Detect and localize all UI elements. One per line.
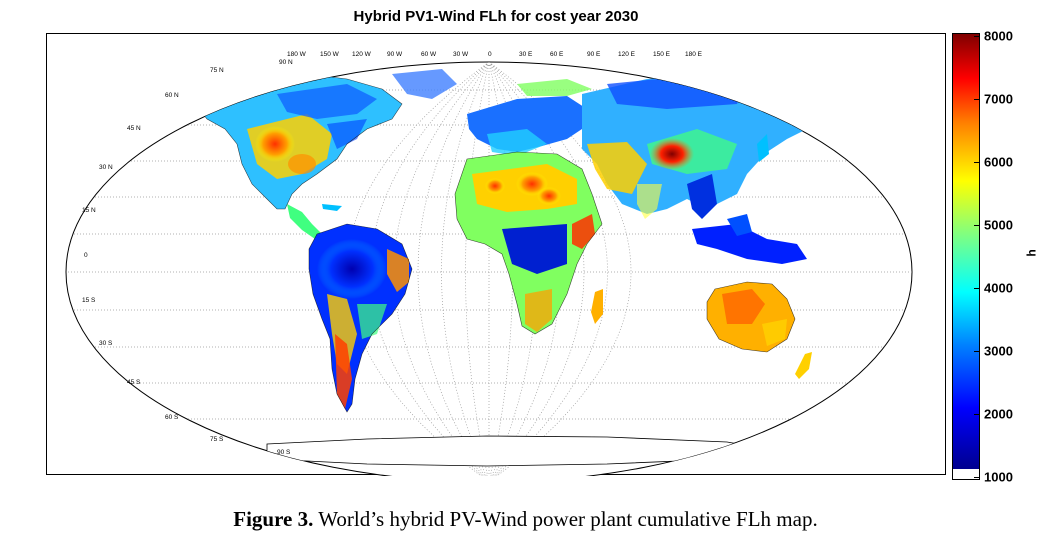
colorbar-tick-mark [974, 162, 980, 163]
colorbar-tick-label: 8000 [984, 28, 1013, 44]
colorbar-tick-label: 3000 [984, 343, 1013, 359]
figure-caption: Figure 3. World’s hybrid PV-Wind power p… [0, 507, 1051, 532]
colorbar-tick-mark [974, 414, 980, 415]
colorbar-tick-mark [974, 99, 980, 100]
colorbar-tick-mark [974, 36, 980, 37]
antarctica [266, 435, 768, 467]
latitude-label: 15 N [82, 207, 96, 214]
longitude-label: 90 W [387, 51, 403, 58]
longitude-label: 180 E [685, 51, 703, 58]
pole-label: 90 S [277, 449, 291, 456]
latitude-label: 60 N [165, 92, 179, 99]
longitude-label: 90 E [587, 51, 601, 58]
longitude-label: 60 W [421, 51, 437, 58]
map-frame: 180 W 150 W 120 W 90 W 60 W 30 W 0 30 E 60 E 90 E… [46, 33, 947, 476]
latitude-label: 75 N [210, 67, 224, 74]
latitude-label: 30 N [99, 164, 113, 171]
world-map[interactable]: 180 W 150 W 120 W 90 W 60 W 30 W 0 30 E 60 E 90 E… [47, 34, 947, 476]
latitude-label: 60 S [165, 414, 179, 421]
pole-label: 90 N [279, 59, 293, 66]
colorbar-tick-mark [974, 477, 980, 478]
latitude-label: 45 N [127, 125, 141, 132]
longitude-label: 0 [488, 51, 492, 58]
map-title: Hybrid PV1-Wind FLh for cost year 2030 [353, 8, 639, 25]
latitude-label: 75 S [210, 436, 224, 443]
longitude-label: 120 W [352, 51, 372, 58]
longitude-label: 30 E [519, 51, 533, 58]
longitude-label: 30 W [453, 51, 469, 58]
longitude-labels: 180 W 150 W 120 W 90 W 60 W 30 W 0 30 E 60 E 90 E… [287, 51, 703, 58]
land-masses [197, 69, 827, 467]
colorbar-tick-label: 6000 [984, 154, 1013, 170]
longitude-label: 150 W [320, 51, 340, 58]
longitude-label: 180 W [287, 51, 307, 58]
colorbar-tick-label: 4000 [984, 280, 1013, 296]
latitude-labels: 75 N 60 N 45 N 30 N 15 N 0 15 S 30 S 45 S 60 S 75 … [82, 59, 293, 456]
colorbar-tick-label: 1000 [984, 469, 1013, 485]
coastlines [196, 73, 796, 413]
caption-label: Figure 3. [233, 507, 314, 531]
colorbar-tick-label: 2000 [984, 406, 1013, 422]
colorbar-tick-mark [974, 288, 980, 289]
colorbar-tick-mark [974, 225, 980, 226]
latitude-label: 30 S [99, 340, 113, 347]
colorbar [952, 33, 980, 480]
caption-text: World’s hybrid PV-Wind power plant cumul… [318, 507, 818, 531]
latitude-label: 0 [84, 252, 88, 259]
colorbar-tick-label: 5000 [984, 217, 1013, 233]
longitude-label: 150 E [653, 51, 671, 58]
latitude-label: 15 S [82, 297, 96, 304]
colorbar-unit: h [1024, 249, 1039, 257]
colorbar-tick-mark [974, 351, 980, 352]
longitude-label: 60 E [550, 51, 564, 58]
longitude-label: 120 E [618, 51, 636, 58]
colorbar-tick-label: 7000 [984, 91, 1013, 107]
latitude-label: 45 S [127, 379, 141, 386]
